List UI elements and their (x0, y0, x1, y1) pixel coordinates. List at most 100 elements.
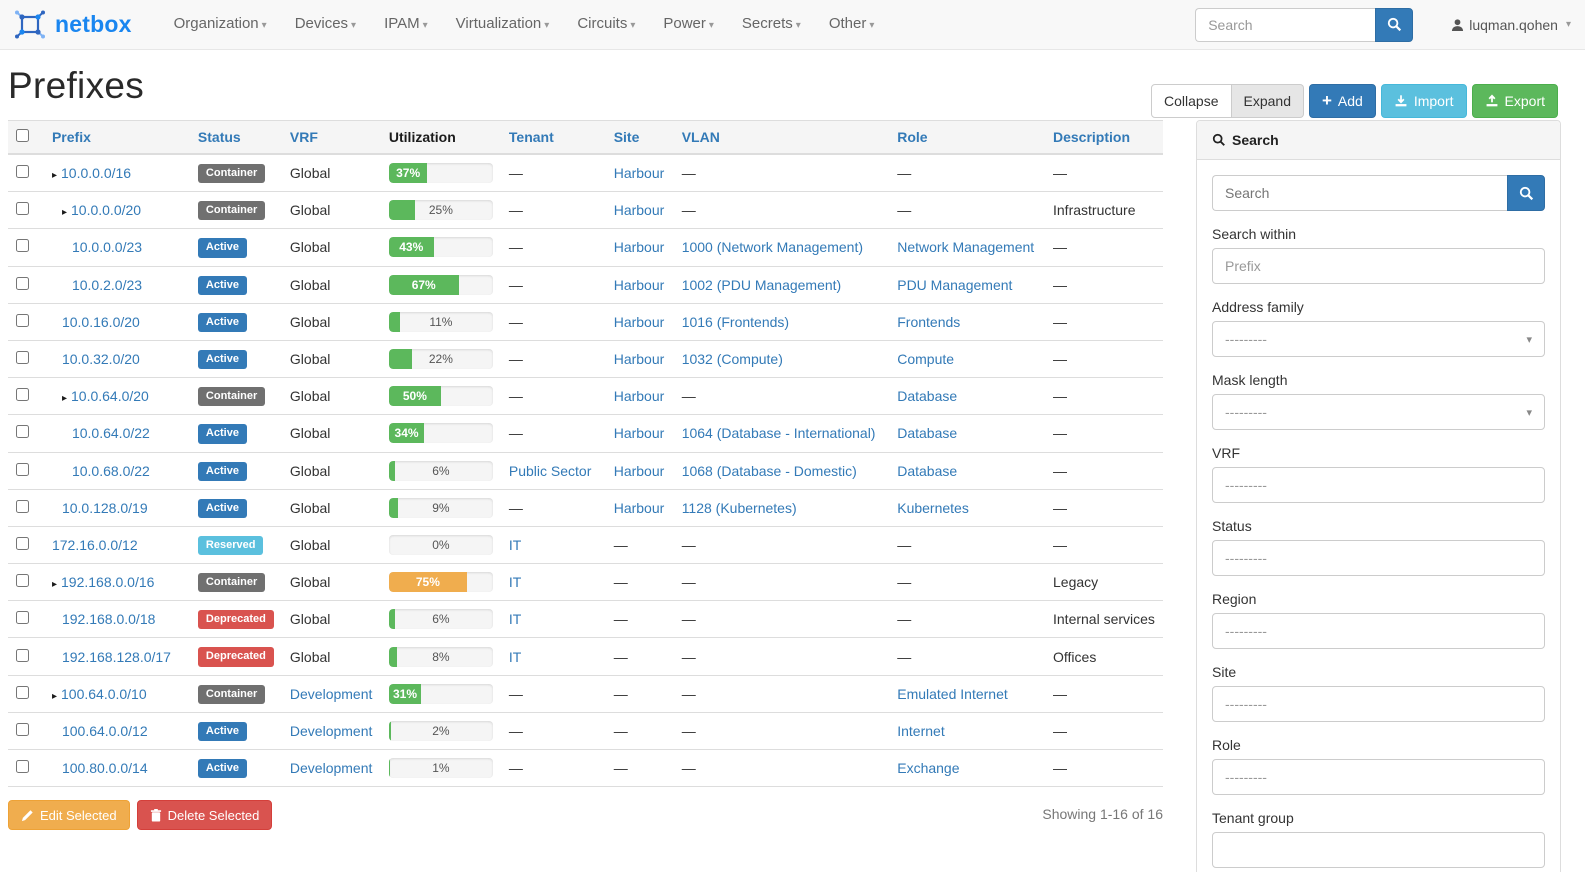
vlan-link[interactable]: 1128 (Kubernetes) (681, 499, 797, 516)
tenant-link[interactable]: IT (508, 536, 522, 553)
role-link[interactable]: Frontends (897, 313, 961, 330)
prefix-link[interactable]: 10.0.0.0/23 (71, 239, 143, 256)
vrf-link[interactable]: Development (289, 722, 373, 739)
prefix-link[interactable]: 10.0.32.0/20 (61, 351, 140, 368)
site-link[interactable]: Harbour (613, 351, 665, 368)
filter-input-search-within[interactable] (1212, 248, 1545, 284)
row-checkbox[interactable] (16, 239, 29, 253)
vlan-link[interactable]: 1002 (PDU Management) (681, 276, 842, 293)
edit-selected-button[interactable]: Edit Selected (8, 800, 130, 831)
expand-arrow-icon[interactable]: ▸ (51, 579, 57, 591)
site-link[interactable]: Harbour (613, 388, 665, 405)
expand-arrow-icon[interactable]: ▸ (61, 207, 67, 219)
filter-search-input[interactable] (1212, 175, 1507, 211)
vlan-link[interactable]: 1000 (Network Management) (681, 239, 863, 256)
row-checkbox[interactable] (16, 351, 29, 365)
prefix-link[interactable]: 172.16.0.0/12 (51, 536, 138, 553)
expand-arrow-icon[interactable]: ▸ (51, 690, 57, 702)
collapse-button[interactable]: Collapse (1151, 84, 1232, 118)
role-link[interactable]: Exchange (897, 760, 960, 777)
vrf-link[interactable]: Development (289, 760, 373, 777)
row-checkbox[interactable] (16, 722, 29, 736)
filter-select-tenant-group[interactable] (1212, 832, 1545, 868)
row-checkbox[interactable] (16, 611, 29, 625)
row-checkbox[interactable] (16, 760, 29, 774)
tenant-link[interactable]: Public Sector (508, 462, 592, 479)
global-search-input[interactable] (1195, 7, 1376, 42)
column-header-vlan[interactable]: VLAN (673, 120, 890, 155)
filter-select-region[interactable]: --------- (1212, 613, 1545, 649)
nav-item-ipam[interactable]: IPAM ▾ (370, 0, 442, 50)
role-link[interactable]: Emulated Internet (897, 685, 1008, 702)
row-checkbox[interactable] (16, 165, 29, 179)
import-button[interactable]: Import (1380, 84, 1467, 118)
delete-selected-button[interactable]: Delete Selected (136, 800, 273, 831)
add-button[interactable]: + Add (1308, 84, 1376, 118)
expand-arrow-icon[interactable]: ▸ (51, 170, 57, 182)
filter-search-button[interactable] (1507, 175, 1545, 211)
vrf-link[interactable]: Development (289, 685, 373, 702)
nav-item-power[interactable]: Power ▾ (649, 0, 728, 50)
role-link[interactable]: Network Management (897, 239, 1035, 256)
site-link[interactable]: Harbour (613, 462, 665, 479)
user-menu[interactable]: luqman.qohen ▾ (1451, 17, 1571, 33)
prefix-link[interactable]: 192.168.128.0/17 (61, 648, 171, 665)
row-checkbox[interactable] (16, 536, 29, 550)
prefix-link[interactable]: 10.0.0.0/16 (61, 165, 132, 182)
prefix-link[interactable]: 10.0.64.0/22 (71, 425, 150, 442)
row-checkbox[interactable] (16, 313, 29, 327)
filter-select-role[interactable]: --------- (1212, 759, 1545, 795)
row-checkbox[interactable] (16, 425, 29, 439)
role-link[interactable]: Database (897, 462, 958, 479)
column-header-description[interactable]: Description (1045, 120, 1163, 155)
prefix-link[interactable]: 100.80.0.0/14 (61, 760, 148, 777)
nav-item-secrets[interactable]: Secrets ▾ (728, 0, 815, 50)
filter-select-vrf[interactable]: --------- (1212, 467, 1545, 503)
vlan-link[interactable]: 1032 (Compute) (681, 351, 783, 368)
prefix-link[interactable]: 100.64.0.0/12 (61, 722, 148, 739)
filter-select-mask-length[interactable]: --------- ▾ (1212, 394, 1545, 430)
row-checkbox[interactable] (16, 462, 29, 476)
site-link[interactable]: Harbour (613, 202, 665, 219)
expand-button[interactable]: Expand (1231, 84, 1304, 118)
row-checkbox[interactable] (16, 574, 29, 588)
row-checkbox[interactable] (16, 276, 29, 290)
row-checkbox[interactable] (16, 648, 29, 662)
nav-item-virtualization[interactable]: Virtualization ▾ (442, 0, 564, 50)
row-checkbox[interactable] (16, 388, 29, 402)
column-header-site[interactable]: Site (605, 120, 674, 155)
prefix-link[interactable]: 10.0.64.0/20 (71, 388, 149, 405)
row-checkbox[interactable] (16, 685, 29, 699)
prefix-link[interactable]: 10.0.0.0/20 (71, 202, 142, 219)
filter-select-site[interactable]: --------- (1212, 686, 1545, 722)
column-header-tenant[interactable]: Tenant (500, 120, 606, 155)
nav-item-circuits[interactable]: Circuits ▾ (563, 0, 649, 50)
role-link[interactable]: Database (897, 425, 958, 442)
site-link[interactable]: Harbour (613, 165, 665, 182)
prefix-link[interactable]: 10.0.2.0/23 (71, 276, 143, 293)
export-button[interactable]: Export (1471, 84, 1558, 118)
prefix-link[interactable]: 10.0.128.0/19 (61, 499, 148, 516)
tenant-link[interactable]: IT (508, 574, 522, 591)
row-checkbox[interactable] (16, 202, 29, 216)
column-header-vrf[interactable]: VRF (281, 120, 381, 155)
select-all-checkbox[interactable] (16, 129, 29, 142)
prefix-link[interactable]: 10.0.16.0/20 (61, 313, 140, 330)
filter-select-status[interactable]: --------- (1212, 540, 1545, 576)
prefix-link[interactable]: 100.64.0.0/10 (61, 685, 147, 702)
role-link[interactable]: Internet (897, 722, 945, 739)
nav-item-organization[interactable]: Organization ▾ (160, 0, 281, 50)
nav-item-other[interactable]: Other ▾ (815, 0, 889, 50)
prefix-link[interactable]: 192.168.0.0/18 (61, 611, 156, 628)
site-link[interactable]: Harbour (613, 239, 665, 256)
role-link[interactable]: Compute (897, 351, 955, 368)
role-link[interactable]: Database (897, 388, 958, 405)
column-header-role[interactable]: Role (889, 120, 1045, 155)
site-link[interactable]: Harbour (613, 313, 665, 330)
row-checkbox[interactable] (16, 499, 29, 513)
vlan-link[interactable]: 1064 (Database - International) (681, 425, 876, 442)
global-search-button[interactable] (1375, 7, 1414, 42)
tenant-link[interactable]: IT (508, 611, 522, 628)
expand-arrow-icon[interactable]: ▸ (61, 393, 67, 405)
column-header-status[interactable]: Status (189, 120, 282, 155)
